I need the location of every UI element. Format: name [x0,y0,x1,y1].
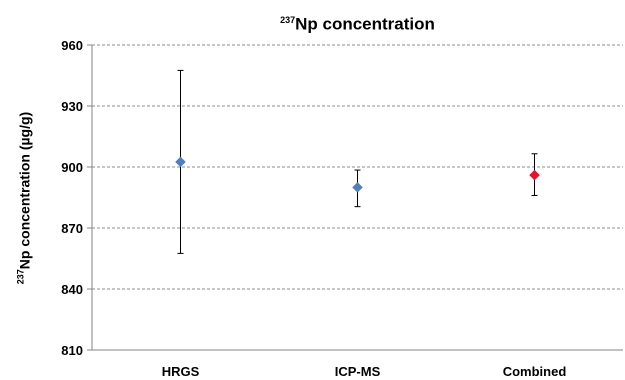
y-tick-label: 840 [61,282,83,297]
chart-title-superscript: 237 [280,15,296,25]
data-point-marker [529,169,540,181]
chart-title-text: Np concentration [295,14,435,34]
x-tick-label: HRGS [162,364,200,379]
data-point-marker [352,181,363,193]
y-tick-label: 870 [61,221,83,236]
y-tick-label: 960 [61,38,83,53]
y-tick-label: 810 [61,343,83,358]
chart-title: 237Np concentration [90,10,625,35]
x-tick-label: Combined [503,364,567,379]
y-tick-label: 930 [61,99,83,114]
y-tick-label: 900 [61,160,83,175]
data-point-marker [175,156,186,168]
x-tick-label: ICP-MS [335,364,381,379]
